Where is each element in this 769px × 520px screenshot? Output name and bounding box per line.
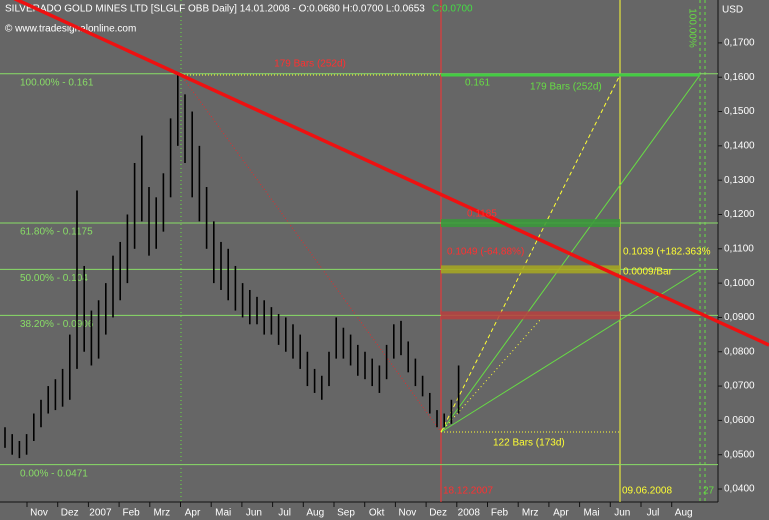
x-tick-label: Mai bbox=[215, 508, 231, 519]
y-tick-label: 0,1400 bbox=[724, 140, 755, 151]
annotation: 09.06.2008 bbox=[622, 486, 672, 497]
source: © www.tradesignalonline.com bbox=[5, 24, 136, 35]
close-label: C:0.0700 bbox=[432, 4, 473, 15]
x-tick-label: Mrz bbox=[522, 508, 539, 519]
y-tick-label: 0,0600 bbox=[724, 415, 755, 426]
y-tick-label: 0,1500 bbox=[724, 106, 755, 117]
x-tick-label: Dez bbox=[429, 508, 447, 519]
x-tick-label: Mai bbox=[584, 508, 600, 519]
x-tick-label: Apr bbox=[185, 508, 201, 519]
x-tick-label: 2008 bbox=[458, 508, 481, 519]
x-tick-label: Okt bbox=[369, 508, 385, 519]
level-label: 100.00% - 0.161 bbox=[20, 77, 94, 88]
annotation: 179 Bars (252d) bbox=[530, 82, 602, 93]
annotation: 0.1039 (+182.363% bbox=[623, 247, 711, 258]
x-tick-label: 2007 bbox=[89, 508, 112, 519]
chart-title: SILVERADO GOLD MINES LTD [SLGLF OBB Dail… bbox=[5, 4, 425, 15]
y-tick-label: 0,1200 bbox=[724, 209, 755, 220]
fan-line bbox=[440, 269, 701, 433]
x-tick-label: Jul bbox=[647, 508, 660, 519]
x-tick-label: Jun bbox=[246, 508, 262, 519]
level-label: 0.00% - 0.0471 bbox=[20, 468, 88, 479]
level-label: 50.00% - 0.104 bbox=[20, 273, 88, 284]
x-tick-label: Feb bbox=[491, 508, 509, 519]
y-tick-label: 0,0500 bbox=[724, 449, 755, 460]
annotation: 18.12.2007 bbox=[443, 486, 493, 497]
annotation: 27 bbox=[703, 486, 715, 497]
x-tick-label: Feb bbox=[122, 508, 140, 519]
price-bars bbox=[4, 73, 460, 459]
level-label: 38.20% - 0.0906 bbox=[20, 319, 94, 330]
x-tick-label: Apr bbox=[553, 508, 569, 519]
trend-line bbox=[13, 0, 769, 347]
x-tick-label: Aug bbox=[306, 508, 324, 519]
annotation: 122 Bars (173d) bbox=[493, 438, 565, 449]
fan-line bbox=[440, 319, 541, 433]
annotation: 179 Bars (252d) bbox=[274, 59, 346, 70]
annotation: 0.0009/Bar bbox=[623, 267, 673, 278]
x-tick-label: Sep bbox=[337, 508, 355, 519]
x-tick-label: Aug bbox=[675, 508, 693, 519]
y-tick-label: 0,0800 bbox=[724, 346, 755, 357]
x-tick-label: Dez bbox=[61, 508, 79, 519]
x-tick-label: Nov bbox=[399, 508, 417, 519]
y-tick-label: 0,1600 bbox=[724, 72, 755, 83]
y-tick-label: 0,0900 bbox=[724, 312, 755, 323]
level-zone bbox=[441, 311, 620, 320]
x-tick-label: Nov bbox=[30, 508, 48, 519]
level-label: 61.80% - 0.1175 bbox=[20, 227, 93, 238]
y-unit: USD bbox=[722, 5, 743, 16]
level-zone bbox=[441, 265, 620, 274]
x-tick-label: Jun bbox=[614, 508, 630, 519]
y-tick-label: 0,1100 bbox=[724, 243, 754, 254]
annotation: 0.1049 (-64.88%) bbox=[447, 247, 524, 258]
annotation: 0.161 bbox=[465, 78, 490, 89]
fan-line bbox=[440, 74, 621, 433]
annotation: 100.00% bbox=[686, 8, 697, 48]
y-tick-label: 0,0400 bbox=[724, 484, 755, 495]
y-tick-label: 0,0700 bbox=[724, 381, 755, 392]
y-tick-label: 0,1700 bbox=[724, 38, 755, 49]
y-tick-label: 0,1000 bbox=[724, 278, 755, 289]
level-zone bbox=[441, 219, 620, 228]
x-tick-label: Mrz bbox=[153, 508, 170, 519]
annotation: 0.1185 bbox=[467, 209, 497, 220]
x-tick-label: Jul bbox=[278, 508, 291, 519]
y-tick-label: 0,1300 bbox=[724, 175, 755, 186]
